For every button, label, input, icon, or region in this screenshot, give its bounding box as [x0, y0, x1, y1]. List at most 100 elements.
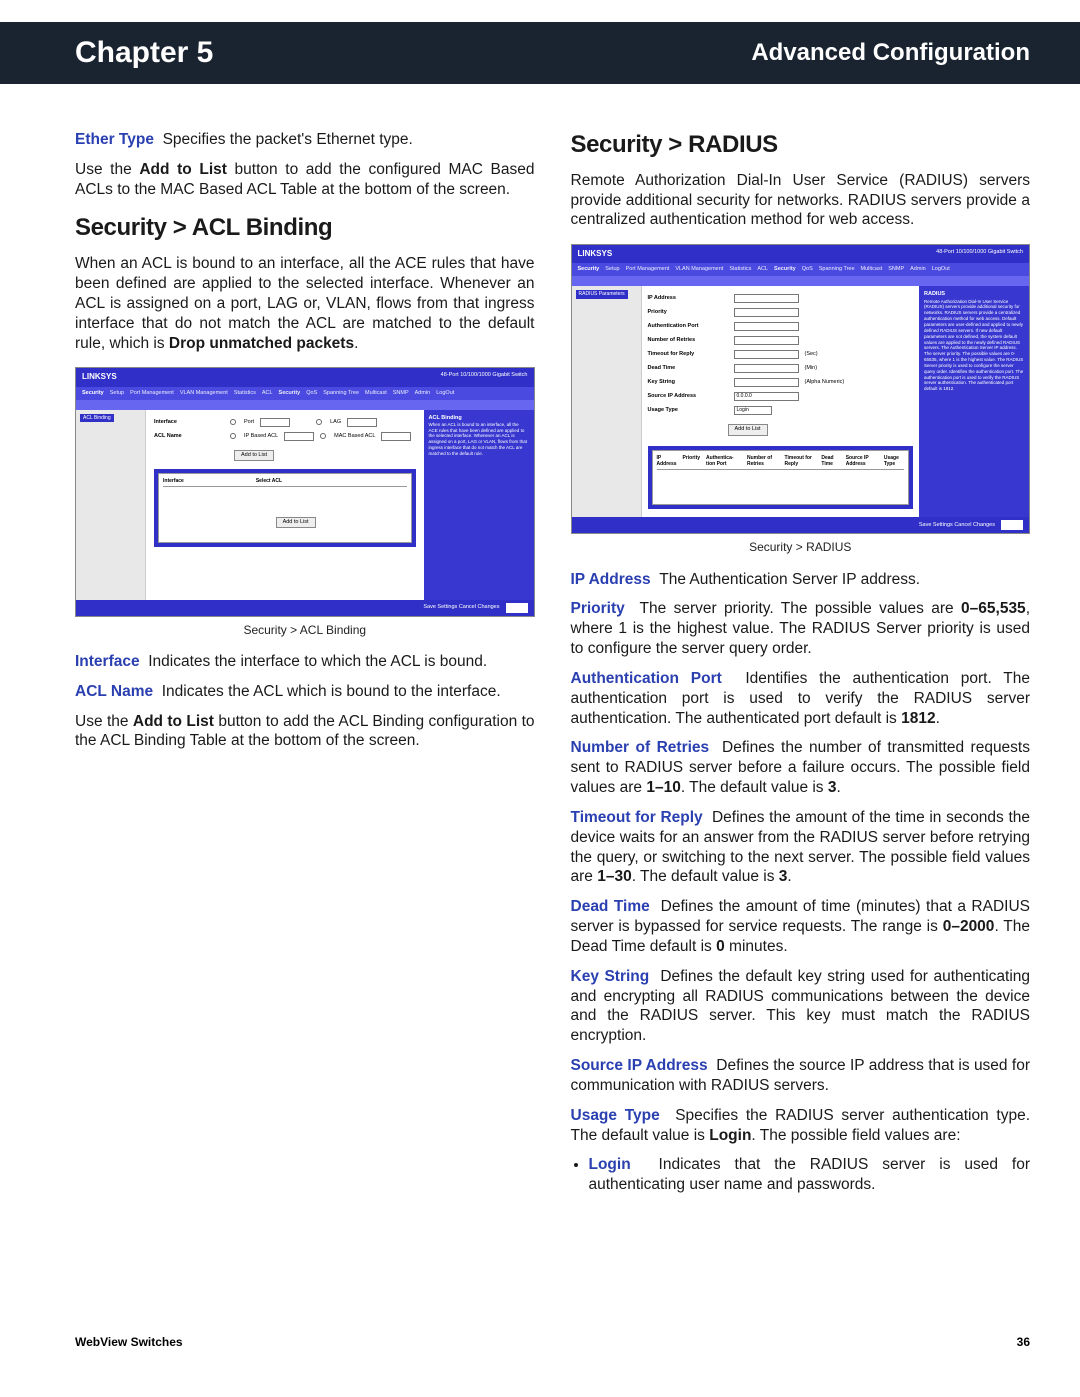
timeout-term: Timeout for Reply: [571, 809, 703, 826]
mini-bottom-text: Save Settings Cancel Changes: [423, 604, 499, 611]
mini-label: ACL Name: [154, 433, 224, 440]
mini-th: Source IP Address: [846, 455, 878, 468]
page-footer: WebView Switches 36: [75, 1335, 1030, 1349]
mini-sidebar: RADIUS Parameters: [572, 286, 642, 517]
radius-mini-screenshot: LINKSYS 48-Port 10/100/1000 Gigabit Swit…: [571, 244, 1031, 534]
priority-term: Priority: [571, 600, 625, 617]
mini-th: Select ACL: [256, 478, 282, 484]
deadtime-term: Dead Time: [571, 898, 650, 915]
radius-figure-caption: Security > RADIUS: [571, 540, 1031, 555]
right-column: Security > RADIUS Remote Authorization D…: [571, 130, 1031, 1205]
mini-suffix: (Sec): [805, 351, 818, 358]
mini-brand: LINKSYS: [82, 372, 117, 382]
mini-opt: IP Based ACL: [244, 433, 278, 440]
mini-tab: LogOut: [932, 266, 950, 273]
mini-main: IP Address Priority Authentication Port …: [642, 286, 920, 517]
mini-tab: Port Management: [130, 390, 174, 397]
mini-thead: IP Address Priority Authentica-tion Port…: [657, 455, 905, 471]
mini-opt: Port: [244, 419, 254, 426]
ip-text: The Authentication Server IP address.: [659, 571, 920, 588]
mini-side-tag: RADIUS Parameters: [576, 290, 628, 298]
mini-th: Priority: [683, 455, 701, 468]
login-term: Login: [589, 1156, 631, 1173]
mini-label: Dead Time: [648, 365, 728, 372]
usage-bullets: Login Indicates that the RADIUS server i…: [571, 1155, 1031, 1195]
mini-input: [734, 350, 799, 359]
mini-tab: Port Management: [626, 266, 670, 273]
interface-term: Interface: [75, 653, 140, 670]
mini-row-aclname: ACL Name IP Based ACL MAC Based ACL: [154, 432, 416, 441]
mini-help-title: RADIUS: [924, 291, 945, 297]
ether-type-para: Ether Type Specifies the packet's Ethern…: [75, 130, 535, 150]
mini-tab: QoS: [306, 390, 317, 397]
mini-main: Interface Port LAG ACL Name IP Based ACL: [146, 410, 424, 600]
acl-binding-figure: LINKSYS 48-Port 10/100/1000 Gigabit Swit…: [75, 367, 535, 616]
mini-label: Authentication Port: [648, 323, 728, 330]
acl-figure-caption: Security > ACL Binding: [75, 623, 535, 638]
chapter-header: Chapter 5 Advanced Configuration: [0, 22, 1080, 84]
usagetype-term: Usage Type: [571, 1107, 660, 1124]
mini-tab: VLAN Management: [675, 266, 723, 273]
deadtime-para: Dead Time Defines the amount of time (mi…: [571, 897, 1031, 956]
retries-para: Number of Retries Defines the number of …: [571, 738, 1031, 797]
mini-tab: Admin: [415, 390, 431, 397]
mini-tab: ACL: [262, 390, 273, 397]
mini-select: [347, 418, 377, 427]
keystring-term: Key String: [571, 968, 650, 985]
mini-section: Security: [578, 266, 600, 273]
sourceip-para: Source IP Address Defines the source IP …: [571, 1056, 1031, 1096]
acl-mini-screenshot: LINKSYS 48-Port 10/100/1000 Gigabit Swit…: [75, 367, 535, 616]
mini-table-area: IP Address Priority Authentica-tion Port…: [648, 446, 914, 510]
keystring-para: Key String Defines the default key strin…: [571, 967, 1031, 1046]
priority-para: Priority The server priority. The possib…: [571, 599, 1031, 658]
mini-brand: LINKSYS: [578, 249, 613, 259]
login-bullet: Login Indicates that the RADIUS server i…: [589, 1155, 1031, 1195]
mini-tabbar: Security Setup Port Management VLAN Mana…: [76, 387, 534, 400]
mini-opt: MAC Based ACL: [334, 433, 375, 440]
mini-tab: ACL: [757, 266, 768, 273]
ether-type-text: Specifies the packet's Ethernet type.: [163, 131, 413, 148]
ip-para: IP Address The Authentication Server IP …: [571, 570, 1031, 590]
radio-icon: [230, 433, 236, 439]
mini-th: Number of Retries: [747, 455, 779, 468]
interface-para: Interface Indicates the interface to whi…: [75, 652, 535, 672]
mini-bottom-text: Save Settings Cancel Changes: [919, 522, 995, 529]
mini-input: [734, 308, 799, 317]
mini-suffix: (Min): [805, 365, 818, 372]
radio-icon: [320, 433, 326, 439]
mini-label: Key String: [648, 379, 728, 386]
mini-suffix: (Alpha Numeric): [805, 379, 845, 386]
mini-tab: Setup: [605, 266, 619, 273]
mini-body: ACL Binding Interface Port LAG: [76, 410, 534, 600]
mini-tab: Setup: [110, 390, 124, 397]
mini-tab: QoS: [802, 266, 813, 273]
mini-select: Login: [734, 406, 772, 415]
mini-th: Dead Time: [821, 455, 839, 468]
mini-input: [734, 322, 799, 331]
page: Chapter 5 Advanced Configuration Ether T…: [0, 0, 1080, 1397]
interface-text: Indicates the interface to which the ACL…: [148, 653, 487, 670]
mini-label: Source IP Address: [648, 393, 728, 400]
mini-titlebar: LINKSYS 48-Port 10/100/1000 Gigabit Swit…: [572, 245, 1030, 263]
mini-tab: Security: [279, 390, 301, 397]
mini-titlebar: LINKSYS 48-Port 10/100/1000 Gigabit Swit…: [76, 368, 534, 386]
mini-input: [734, 378, 799, 387]
mini-sidebar: ACL Binding: [76, 410, 146, 600]
mini-add-button: Add to List: [728, 424, 768, 435]
mini-th: Interface: [163, 478, 184, 484]
mini-select: [260, 418, 290, 427]
mini-tab: Multicast: [365, 390, 387, 397]
mini-opt: LAG: [330, 419, 341, 426]
mini-help-text: Remote Authorization Dial-In User Servic…: [924, 299, 1023, 392]
radio-icon: [316, 419, 322, 425]
mini-table: IP Address Priority Authentica-tion Port…: [652, 450, 910, 506]
content-area: Ether Type Specifies the packet's Ethern…: [0, 84, 1080, 1205]
mini-th: Timeout for Reply: [785, 455, 816, 468]
mini-model: 48-Port 10/100/1000 Gigabit Switch: [441, 372, 528, 382]
mini-tab: Multicast: [861, 266, 883, 273]
mini-input: [734, 294, 799, 303]
mini-tabbar: Security Setup Port Management VLAN Mana…: [572, 263, 1030, 276]
retries-term: Number of Retries: [571, 739, 710, 756]
mini-label: Priority: [648, 309, 728, 316]
login-text: Indicates that the RADIUS server is used…: [589, 1156, 1031, 1193]
